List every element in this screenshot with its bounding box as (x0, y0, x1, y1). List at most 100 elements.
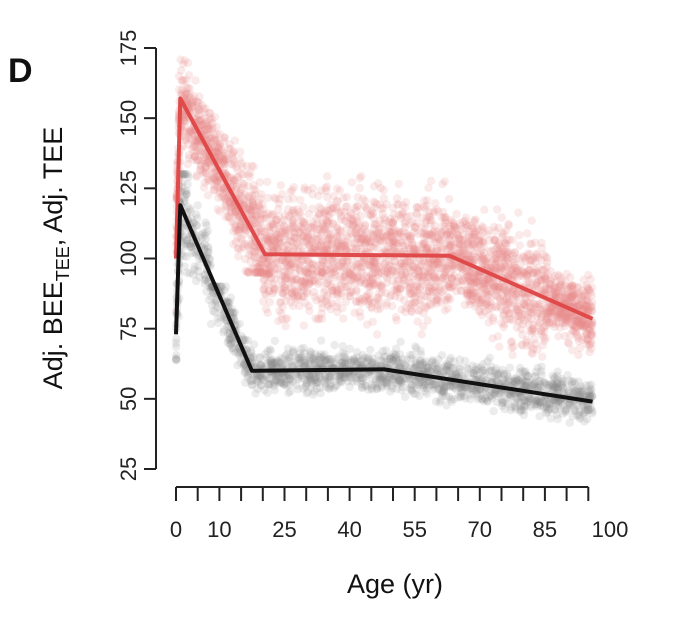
data-point (489, 316, 498, 325)
data-point (212, 143, 221, 152)
data-point (299, 292, 309, 301)
data-point (426, 176, 436, 186)
data-point (367, 210, 376, 219)
data-point (194, 104, 203, 114)
data-point (497, 213, 506, 222)
data-point (205, 108, 214, 118)
data-point (252, 259, 261, 268)
data-point (256, 215, 265, 225)
data-point (284, 371, 293, 380)
data-point (201, 218, 210, 227)
data-point (275, 306, 284, 315)
data-point (399, 227, 408, 236)
data-point (195, 165, 205, 175)
data-point (219, 159, 229, 168)
data-point (204, 176, 213, 186)
data-point (278, 289, 288, 298)
data-point (255, 262, 265, 271)
data-point (497, 319, 506, 328)
data-point (399, 273, 408, 282)
data-point (236, 147, 245, 156)
data-point (368, 359, 377, 369)
data-point (515, 241, 524, 250)
data-point (198, 120, 208, 130)
data-point (500, 404, 509, 414)
data-point (288, 275, 298, 285)
data-point (195, 106, 204, 115)
data-point (337, 358, 347, 367)
data-point (245, 205, 255, 215)
data-point (182, 189, 191, 199)
data-point (462, 364, 471, 373)
data-point (263, 233, 272, 243)
data-point (225, 214, 234, 223)
data-point (430, 283, 439, 292)
data-point (269, 287, 278, 296)
data-point (370, 257, 379, 266)
data-point (331, 270, 340, 280)
data-point (329, 192, 338, 201)
data-point (496, 247, 505, 256)
data-point (306, 347, 315, 356)
data-point (253, 263, 262, 272)
data-point (218, 149, 227, 158)
data-point (194, 110, 203, 119)
data-point (426, 293, 435, 302)
data-point (205, 116, 214, 125)
data-point (184, 151, 193, 160)
data-point (228, 160, 238, 169)
data-point (201, 119, 211, 129)
data-point (374, 179, 383, 188)
data-point (525, 307, 534, 316)
data-point (391, 344, 401, 353)
data-point (377, 283, 387, 293)
data-point (200, 113, 209, 122)
data-point (248, 197, 257, 207)
data-point (348, 229, 357, 239)
data-point (216, 180, 226, 189)
data-point (252, 219, 262, 228)
data-point (210, 174, 219, 183)
data-point (299, 237, 309, 246)
data-point (213, 147, 222, 157)
data-point (404, 241, 413, 250)
data-point (377, 381, 386, 390)
data-point (334, 261, 343, 271)
data-point (256, 263, 265, 273)
data-point (226, 202, 236, 211)
data-point (181, 170, 191, 179)
data-point (225, 173, 234, 183)
data-point (231, 210, 240, 220)
data-point (410, 227, 419, 237)
data-point (356, 278, 365, 287)
data-point (210, 130, 219, 139)
data-point (201, 162, 210, 172)
data-point (224, 212, 234, 221)
data-point (466, 289, 475, 298)
data-point (461, 394, 470, 403)
data-point (236, 222, 245, 231)
data-point (255, 257, 264, 267)
data-point (329, 384, 338, 393)
data-point (193, 140, 203, 149)
data-point (247, 239, 256, 248)
data-point (174, 85, 184, 94)
data-point (227, 176, 236, 186)
data-point (449, 395, 458, 404)
data-point (294, 260, 303, 269)
data-point (274, 199, 284, 208)
data-point (293, 284, 303, 294)
data-point (247, 206, 256, 215)
data-point (375, 304, 385, 313)
data-point (261, 304, 271, 314)
data-point (191, 76, 200, 85)
data-point (282, 246, 292, 255)
data-point (229, 202, 238, 211)
data-point (305, 241, 315, 250)
data-point (336, 280, 346, 289)
data-point (317, 228, 326, 237)
data-point (178, 77, 187, 86)
data-point (554, 332, 563, 341)
data-point (417, 330, 426, 339)
data-point (241, 378, 250, 387)
